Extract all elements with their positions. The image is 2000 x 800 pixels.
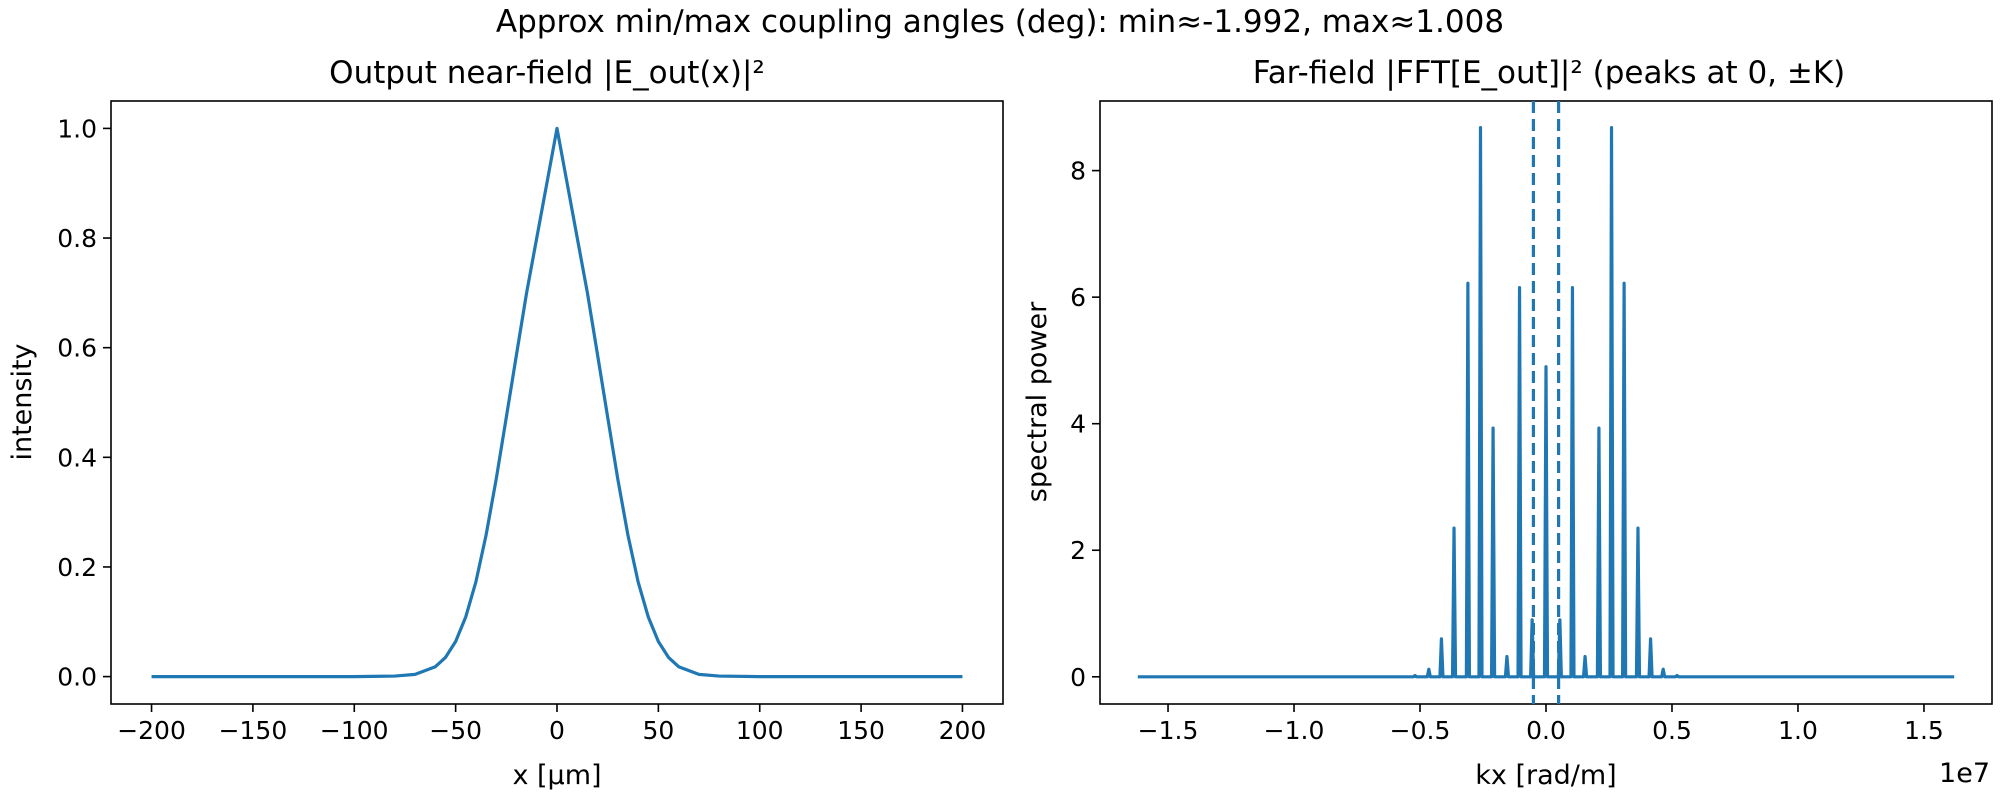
x-tick-label: 0.5 [1652,716,1692,745]
x-tick-label: 100 [736,716,784,745]
x-tick-label: 0.0 [1526,716,1566,745]
x-tick-label: −1.5 [1138,716,1199,745]
x-tick-label: −0.5 [1390,716,1451,745]
y-tick-label: 2 [1070,536,1086,565]
near-field-ylabel: intensity [7,343,38,460]
x-tick-label: −1.0 [1264,716,1325,745]
x-tick-label: 200 [939,716,987,745]
far-field-chart: Far-field |FFT[E_out]|² (peaks at 0, ±K)… [1022,55,1993,791]
near-field-chart: Output near-field |E_out(x)|² −200 −150 −1… [7,55,1004,791]
near-field-title: Output near-field |E_out(x)|² [329,55,765,91]
near-field-ticks: −200 −150 −100 −50 0 50 100 150 200 0.0 0.2 0.4 0.6 0… [57,114,986,745]
x-tick-label: 1.0 [1778,716,1818,745]
y-tick-label: 0.4 [57,443,97,472]
near-field-xlabel: x [µm] [512,760,601,791]
far-field-dashed-markers [1531,101,1561,704]
x-tick-label: −150 [219,716,288,745]
y-tick-label: 0.8 [57,224,97,253]
x-tick-label: 1.5 [1904,716,1944,745]
y-tick-label: 4 [1070,410,1086,439]
x-tick-label: −100 [320,716,389,745]
y-tick-label: 0.2 [57,553,97,582]
far-field-ylabel: spectral power [1022,301,1053,502]
near-field-series-line [151,126,963,679]
far-field-x-offset-label: 1e7 [1939,758,1990,789]
far-field-series-line [1137,125,1955,679]
y-tick-label: 0.0 [57,663,97,692]
x-tick-label: 0 [549,716,565,745]
x-tick-label: −200 [117,716,186,745]
far-field-title: Far-field |FFT[E_out]|² (peaks at 0, ±K) [1253,55,1846,91]
far-field-xlabel: kx [rad/m] [1475,760,1616,791]
x-tick-label: 150 [837,716,885,745]
y-tick-label: 0.6 [57,334,97,363]
y-tick-label: 6 [1070,283,1086,312]
y-tick-label: 0 [1070,663,1086,692]
far-field-ticks: −1.5 −1.0 −0.5 0.0 0.5 1.0 1.5 0 2 4 6 8 [1070,157,1944,745]
figure-suptitle: Approx min/max coupling angles (deg): mi… [496,4,1504,40]
y-tick-label: 1.0 [57,114,97,143]
x-tick-label: −50 [429,716,482,745]
y-tick-label: 8 [1070,157,1086,186]
x-tick-label: 50 [642,716,674,745]
near-field-plot-frame [110,100,1004,705]
